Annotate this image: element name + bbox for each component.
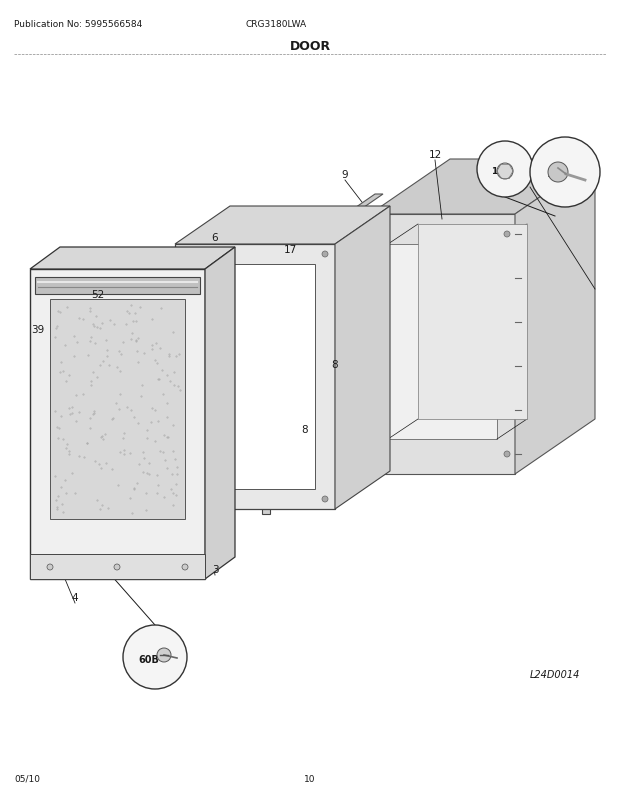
- Text: 9: 9: [342, 170, 348, 180]
- Text: 10B: 10B: [492, 168, 511, 176]
- Circle shape: [182, 496, 188, 502]
- Polygon shape: [175, 207, 390, 245]
- Polygon shape: [50, 300, 185, 520]
- Circle shape: [157, 648, 171, 662]
- Polygon shape: [262, 220, 335, 265]
- Circle shape: [375, 452, 381, 457]
- Circle shape: [504, 452, 510, 457]
- Text: 05/10: 05/10: [14, 774, 40, 783]
- Text: ©ReplacementParts.com: ©ReplacementParts.com: [249, 435, 371, 444]
- Circle shape: [114, 565, 120, 570]
- Polygon shape: [310, 195, 383, 240]
- Circle shape: [47, 565, 53, 570]
- Circle shape: [322, 496, 328, 502]
- Circle shape: [123, 626, 187, 689]
- Circle shape: [530, 138, 600, 208]
- Polygon shape: [370, 160, 595, 215]
- Text: 52: 52: [91, 290, 105, 300]
- Circle shape: [182, 565, 188, 570]
- Polygon shape: [30, 554, 205, 579]
- Text: 10: 10: [546, 168, 560, 179]
- Text: 17: 17: [283, 245, 296, 255]
- Text: 10: 10: [304, 774, 316, 783]
- Polygon shape: [35, 277, 200, 294]
- Polygon shape: [195, 265, 315, 489]
- Text: DOOR: DOOR: [290, 40, 330, 53]
- Polygon shape: [335, 207, 390, 509]
- Circle shape: [375, 232, 381, 237]
- Polygon shape: [370, 215, 515, 475]
- Circle shape: [504, 232, 510, 237]
- Circle shape: [322, 252, 328, 257]
- Polygon shape: [515, 160, 595, 475]
- Text: 60B: 60B: [138, 654, 159, 664]
- Text: 4: 4: [72, 592, 78, 602]
- Circle shape: [548, 163, 568, 183]
- Polygon shape: [30, 248, 235, 269]
- Circle shape: [182, 252, 188, 257]
- Text: 3: 3: [211, 565, 218, 574]
- Text: 12: 12: [428, 150, 441, 160]
- Circle shape: [477, 142, 533, 198]
- Text: 6: 6: [211, 233, 218, 243]
- Polygon shape: [175, 245, 335, 509]
- Text: Publication No: 5995566584: Publication No: 5995566584: [14, 20, 142, 29]
- Text: 8: 8: [302, 424, 308, 435]
- Text: CRG3180LWA: CRG3180LWA: [245, 20, 306, 29]
- Text: L24D0014: L24D0014: [529, 669, 580, 679]
- Polygon shape: [310, 240, 318, 480]
- Circle shape: [497, 164, 513, 180]
- Polygon shape: [30, 269, 205, 579]
- Polygon shape: [205, 248, 235, 579]
- Polygon shape: [388, 245, 497, 439]
- Text: 39: 39: [32, 325, 45, 334]
- Polygon shape: [418, 225, 527, 419]
- Text: 8: 8: [332, 359, 339, 370]
- Polygon shape: [262, 265, 270, 514]
